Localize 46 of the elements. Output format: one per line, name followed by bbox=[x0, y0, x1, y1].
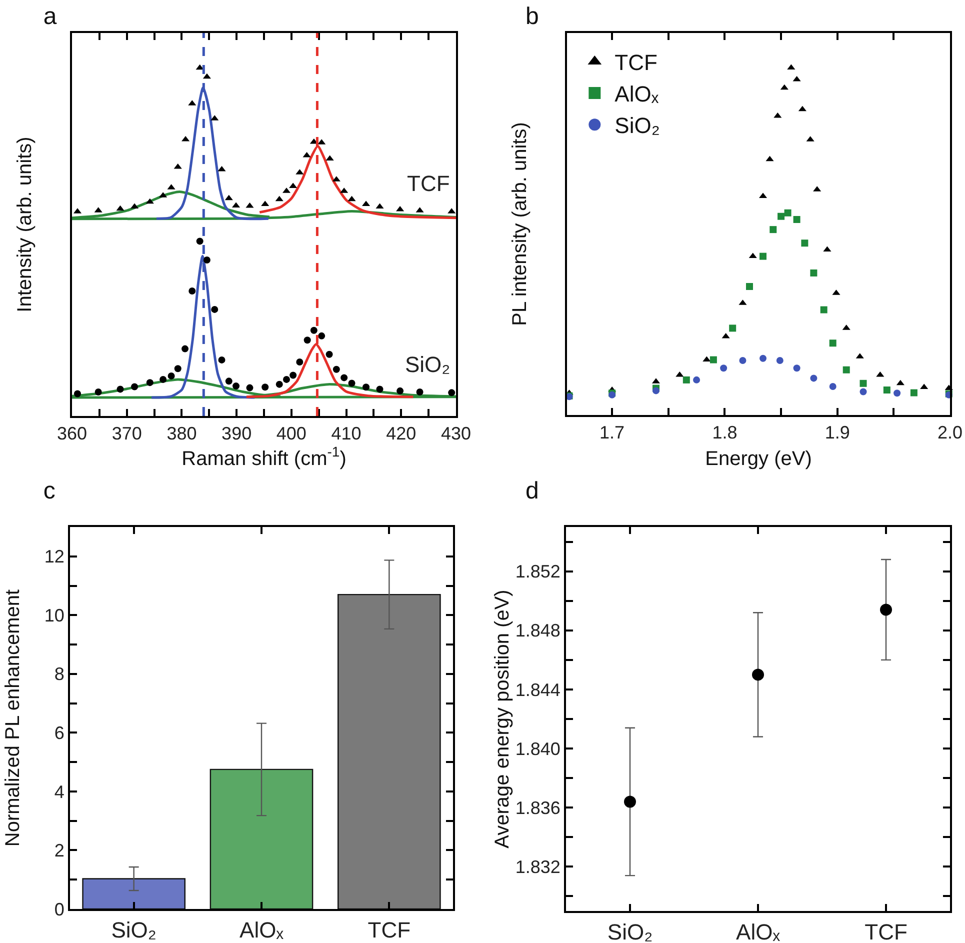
x-axis-title: Energy (eV) bbox=[705, 448, 812, 470]
x-tick-label: 1.8 bbox=[712, 422, 738, 443]
series-label: TCF bbox=[407, 171, 450, 196]
y-tick-label: 4 bbox=[54, 782, 64, 802]
x-tick-label: 420 bbox=[386, 424, 416, 444]
x-tick-label: 400 bbox=[276, 424, 306, 444]
y-tick-label: 6 bbox=[54, 722, 64, 743]
y-tick-label: 1.836 bbox=[515, 798, 560, 818]
x-tick-label: 370 bbox=[112, 424, 142, 444]
chart-title: d bbox=[525, 478, 539, 505]
y-axis-title: Intensity (arb. units) bbox=[14, 136, 36, 312]
y-tick-label: 1.840 bbox=[515, 738, 560, 759]
chart-title: b bbox=[525, 2, 539, 30]
x-tick-label: 390 bbox=[222, 424, 252, 444]
x-tick-label: 380 bbox=[166, 424, 197, 444]
x-tick-label: SiO₂ bbox=[111, 917, 156, 942]
y-axis-title: PL intensity (arb. units) bbox=[509, 122, 531, 326]
y-tick-label: 10 bbox=[44, 605, 64, 626]
x-tick-label: 430 bbox=[440, 424, 472, 444]
x-tick-label: 2.0 bbox=[937, 422, 963, 443]
legend-label: AlOₓ bbox=[614, 82, 660, 107]
y-tick-label: 2 bbox=[54, 840, 64, 861]
legend-label: SiO₂ bbox=[614, 113, 660, 138]
y-tick-label: 1.832 bbox=[515, 856, 560, 877]
y-tick-label: 1.852 bbox=[515, 562, 560, 582]
series-label: SiO₂ bbox=[405, 352, 450, 377]
x-tick-label: 410 bbox=[331, 424, 362, 444]
y-tick-label: 12 bbox=[44, 546, 64, 567]
x-tick-label: AlOₓ bbox=[736, 919, 781, 943]
y-tick-label: 1.848 bbox=[515, 620, 560, 641]
x-axis-title: Raman shift (cm$^{-1}$) bbox=[182, 444, 346, 470]
legend-label: TCF bbox=[614, 50, 658, 76]
x-tick-label: 360 bbox=[56, 424, 88, 444]
x-tick-label: SiO₂ bbox=[607, 919, 653, 943]
x-tick-label: AlOₓ bbox=[240, 917, 284, 942]
chart-title: c bbox=[43, 478, 56, 505]
chart-title: a bbox=[43, 2, 58, 30]
y-tick-label: 8 bbox=[54, 664, 64, 684]
y-tick-label: 1.844 bbox=[515, 680, 560, 700]
y-axis-title: Average energy position (eV) bbox=[491, 590, 514, 848]
y-axis-title: Normalized PL enhancement bbox=[2, 588, 24, 847]
x-tick-label: TCF bbox=[864, 919, 908, 943]
y-tick-label: 0 bbox=[54, 899, 64, 920]
x-tick-label: 1.7 bbox=[600, 422, 625, 443]
x-tick-label: 1.9 bbox=[824, 422, 850, 443]
x-tick-label: TCF bbox=[368, 917, 411, 942]
